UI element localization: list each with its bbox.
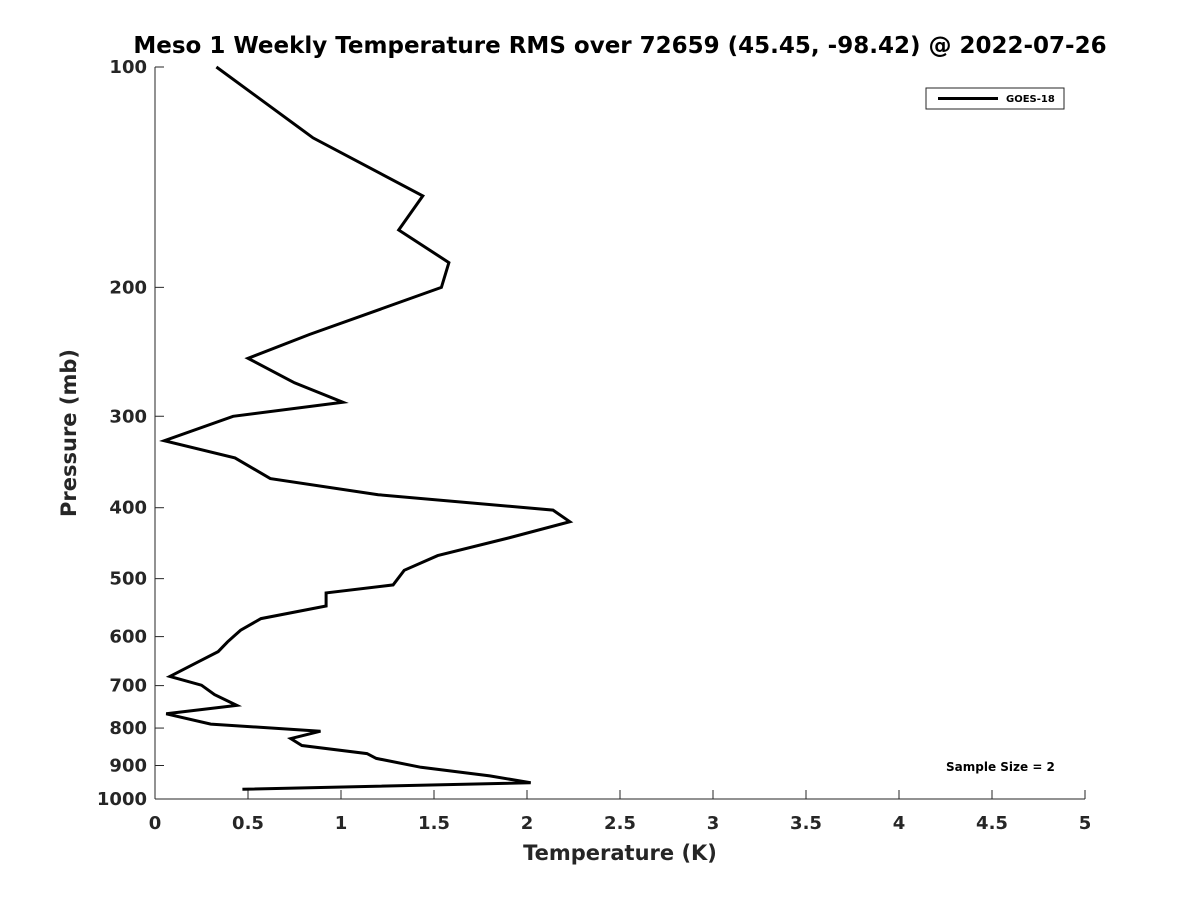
x-tick-label: 4 (893, 813, 906, 834)
x-tick-label: 1 (335, 813, 348, 834)
x-tick-label: 5 (1079, 813, 1092, 834)
chart-title: Meso 1 Weekly Temperature RMS over 72659… (133, 33, 1106, 59)
x-tick-label: 1.5 (418, 813, 450, 834)
y-tick-label: 700 (109, 676, 147, 697)
y-tick-label: 900 (109, 756, 147, 777)
x-tick-label: 3 (707, 813, 720, 834)
x-tick-label: 4.5 (976, 813, 1008, 834)
x-tick-label: 2 (521, 813, 534, 834)
y-axis-title: Pressure (mb) (57, 349, 81, 517)
x-axis-title: Temperature (K) (523, 841, 717, 865)
y-tick-label: 100 (109, 57, 147, 78)
y-tick-label: 500 (109, 569, 147, 590)
y-tick-label: 1000 (97, 789, 147, 810)
y-tick-label: 600 (109, 627, 147, 648)
x-tick-label: 2.5 (604, 813, 636, 834)
sample-size-annotation: Sample Size = 2 (946, 760, 1055, 774)
y-tick-label: 400 (109, 498, 147, 519)
y-tick-label: 800 (109, 718, 147, 739)
legend: GOES-18 (925, 87, 1065, 110)
axis-ticks: 0 0.5 1 1.5 2 2.5 3 3.5 4 4.5 5 100 200 300 400 500 600 7… (97, 57, 1091, 834)
y-tick-label: 300 (109, 406, 147, 427)
legend-label: GOES-18 (1006, 94, 1055, 105)
y-tick-label: 200 (109, 277, 147, 298)
x-tick-label: 0 (149, 813, 162, 834)
x-tick-label: 3.5 (790, 813, 822, 834)
series-line-goes-18 (159, 65, 574, 791)
x-tick-label: 0.5 (232, 813, 264, 834)
